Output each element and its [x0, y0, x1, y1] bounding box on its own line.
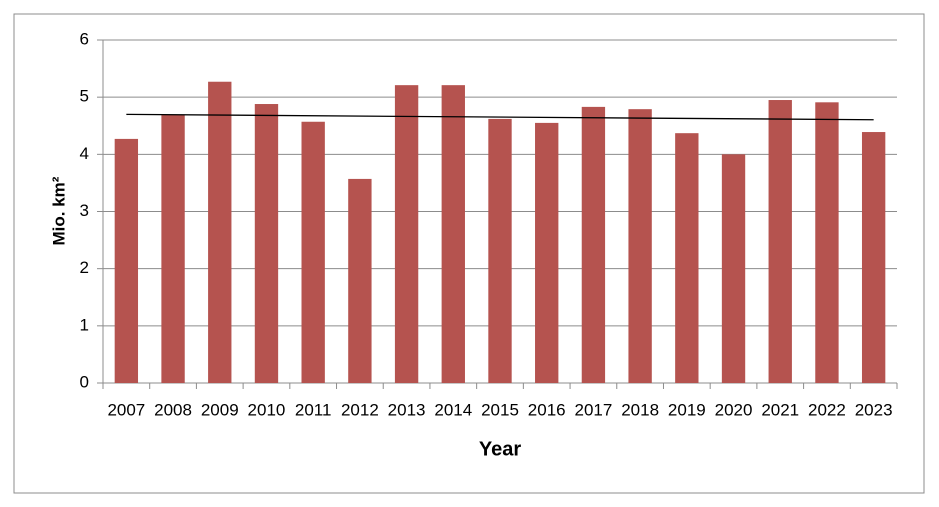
x-tick-label: 2017	[574, 400, 612, 419]
bar	[488, 118, 512, 383]
x-tick-label: 2023	[855, 400, 893, 419]
y-tick-label: 1	[80, 315, 89, 334]
bar	[675, 133, 699, 383]
x-tick-label: 2008	[154, 400, 192, 419]
y-tick-label: 5	[80, 87, 89, 106]
trendline	[126, 113, 874, 121]
y-tick-label: 2	[80, 258, 89, 277]
x-tick-label: 2009	[201, 400, 239, 419]
y-tick-label: 0	[80, 372, 89, 391]
x-tick-label: 2021	[761, 400, 799, 419]
bar	[768, 100, 792, 384]
bar	[535, 122, 559, 384]
x-tick-label: 2014	[434, 400, 472, 419]
x-tick-label: 2013	[388, 400, 426, 419]
x-tick-label: 2011	[295, 400, 332, 419]
x-tick-label: 2012	[341, 400, 379, 419]
y-tick-label: 4	[80, 144, 89, 163]
x-tick-label: 2007	[107, 400, 145, 419]
bar	[628, 109, 652, 384]
bar	[441, 85, 465, 383]
x-tick-label: 2022	[808, 400, 846, 419]
bar	[721, 154, 746, 383]
x-tick-label: 2019	[668, 400, 706, 419]
y-tick-label: 3	[80, 201, 89, 220]
x-tick-label: 2010	[248, 400, 286, 419]
bar	[301, 121, 325, 383]
x-tick-label: 2018	[621, 400, 659, 419]
bar	[861, 132, 886, 383]
bar	[254, 104, 279, 383]
x-tick-label: 2016	[528, 400, 566, 419]
bar	[114, 138, 139, 383]
bar	[581, 106, 606, 383]
x-tick-label: 2020	[715, 400, 753, 419]
bar	[394, 85, 419, 383]
x-axis-label: Year	[479, 438, 521, 460]
bar	[208, 81, 232, 384]
x-tick-label: 2015	[481, 400, 519, 419]
bar	[815, 102, 839, 383]
y-tick-label: 6	[80, 29, 89, 48]
bar	[161, 114, 185, 383]
bar	[348, 178, 372, 383]
y-axis-label: Mio. km²	[49, 176, 68, 245]
